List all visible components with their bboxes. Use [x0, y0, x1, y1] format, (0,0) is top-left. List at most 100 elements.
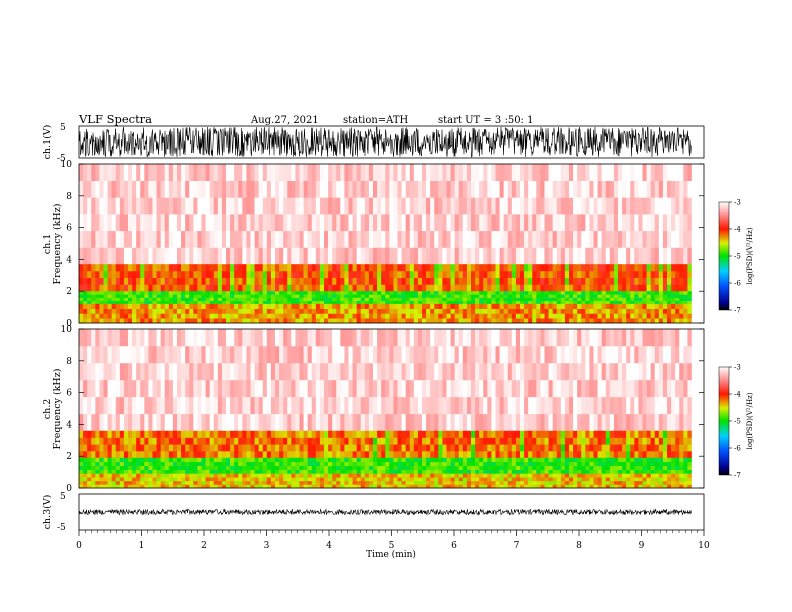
spectrogram-cell: [115, 469, 121, 474]
spectrogram-cell: [368, 180, 374, 198]
spectrogram-cell: [303, 451, 308, 459]
spectrogram-cell: [413, 451, 419, 459]
spectrogram-cell: [577, 473, 582, 478]
spectrogram-cell: [315, 457, 321, 463]
spectrogram-cell: [654, 300, 660, 305]
spectrogram-cell: [336, 297, 341, 302]
spectrogram-cell: [91, 291, 96, 295]
spectrogram-cell: [111, 329, 117, 347]
spectrogram-cell: [413, 413, 419, 432]
spectrogram-cell: [585, 270, 590, 278]
spectrogram-cell: [238, 345, 243, 364]
spectrogram-cell: [556, 473, 562, 478]
spectrogram-cell: [291, 329, 296, 347]
spectrogram-cell: [458, 197, 464, 215]
spectrogram-cell: [450, 291, 455, 295]
spectrogram-cell: [168, 480, 174, 485]
spectrogram-cell: [185, 318, 190, 324]
spectrogram-cell: [528, 313, 533, 319]
spectrogram-cell: [442, 362, 447, 381]
spectrogram-cell: [258, 480, 264, 485]
spectrogram-cell: [83, 303, 88, 309]
spectrogram-cell: [336, 303, 341, 309]
spectrogram-cell: [258, 457, 264, 463]
spectrogram-cell: [352, 164, 357, 181]
spectrogram-cell: [295, 270, 300, 278]
spectrogram-cell: [246, 430, 251, 438]
spectrogram-cell: [499, 444, 504, 452]
spectrogram-cell: [99, 164, 104, 181]
spectrogram-cell: [315, 437, 321, 445]
spectrogram-cell: [189, 480, 194, 485]
spectrogram-cell: [87, 477, 92, 482]
spectrogram-cell: [573, 264, 578, 272]
spectrogram-cell: [136, 164, 141, 181]
spectrogram-cell: [299, 308, 304, 314]
spectrogram-cell: [430, 477, 435, 482]
spectrogram-cell: [107, 164, 112, 181]
spectrogram-cell: [589, 294, 594, 298]
spectrogram-cell: [164, 318, 170, 324]
spectrogram-cell: [270, 277, 276, 285]
spectrogram-cell: [152, 277, 157, 285]
spectrogram-cell: [381, 230, 386, 248]
spectrogram-cell: [466, 329, 472, 347]
spectrogram-cell: [136, 480, 141, 485]
spectrogram-cell: [434, 294, 439, 298]
spectrogram-cell: [164, 362, 170, 381]
spectrogram-cell: [295, 477, 300, 482]
spectrogram-cell: [532, 264, 537, 272]
spectrogram-cell: [597, 277, 602, 285]
spectrogram-cell: [79, 444, 84, 452]
spectrogram-cell: [103, 180, 108, 198]
spectrogram-cell: [385, 214, 390, 232]
spectrogram-cell: [552, 180, 558, 198]
spectrogram-cell: [307, 396, 313, 415]
spectrogram-cell: [336, 465, 341, 471]
spectrogram-cell: [185, 308, 190, 314]
spectrogram-cell: [103, 264, 108, 272]
spectrogram-cell: [307, 277, 313, 285]
spectrogram-cell: [589, 308, 594, 314]
spectrogram-cell: [446, 197, 451, 215]
spectrogram-cell: [226, 197, 231, 215]
spectrogram-cell: [91, 180, 96, 198]
spectrogram-cell: [434, 300, 439, 305]
spectrogram-cell: [152, 230, 157, 248]
spectrogram-cell: [454, 430, 460, 438]
spectrogram-cell: [332, 362, 337, 381]
spectrogram-cell: [605, 214, 611, 232]
spectrogram-cell: [132, 318, 137, 324]
spectrogram-cell: [360, 318, 366, 324]
spectrogram-cell: [564, 180, 570, 198]
spectrogram-cell: [144, 277, 149, 285]
spectrogram-cell: [479, 430, 484, 438]
spectrogram-cell: [401, 297, 406, 302]
spectrogram-cell: [238, 477, 243, 482]
spectrogram-cell: [209, 329, 215, 347]
spectrogram-cell: [242, 318, 247, 324]
spectrogram-cell: [209, 300, 215, 305]
spectrogram-cell: [364, 329, 370, 347]
spectrogram-cell: [401, 477, 406, 482]
spectrogram-cell: [662, 297, 668, 302]
spectrogram-cell: [540, 164, 545, 181]
spectrogram-cell: [209, 284, 215, 292]
spectrogram-cell: [520, 180, 525, 198]
spectrogram-cell: [295, 444, 300, 452]
spectrogram-cell: [332, 451, 337, 459]
spectrogram-cell: [397, 294, 402, 298]
spectrogram-cell: [503, 396, 509, 415]
spectrogram-cell: [389, 396, 394, 415]
spectrogram-cell: [569, 437, 574, 445]
spectrogram-cell: [356, 362, 362, 381]
spectrogram-cell: [634, 164, 639, 181]
spectrogram-cell: [462, 294, 468, 298]
spectrogram-cell: [83, 164, 88, 181]
spectrogram-cell: [111, 473, 117, 478]
spectrogram-cell: [311, 396, 317, 415]
spectrogram-cell: [483, 457, 488, 463]
spectrogram-cell: [389, 480, 394, 485]
spectrogram-cell: [389, 180, 394, 198]
spectrogram-cell: [483, 362, 488, 381]
